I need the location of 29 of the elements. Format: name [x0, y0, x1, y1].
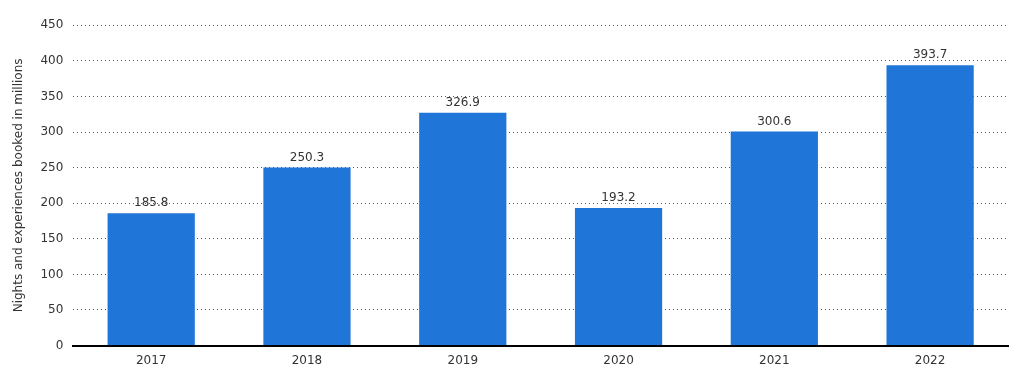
y-tick-label: 50 — [48, 302, 64, 317]
bar — [419, 112, 507, 346]
data-label: 326.9 — [445, 94, 480, 109]
y-tick-label: 450 — [40, 17, 64, 32]
y-tick-label: 350 — [40, 88, 64, 103]
data-label: 300.6 — [757, 113, 792, 128]
x-tick-label: 2021 — [759, 352, 790, 367]
y-tick-label: 0 — [55, 337, 64, 352]
y-tick-label: 300 — [40, 124, 64, 139]
x-tick-label: 2017 — [135, 352, 167, 367]
y-tick-label: 100 — [40, 266, 64, 281]
data-label: 193.2 — [601, 190, 636, 205]
data-label: 185.8 — [134, 195, 169, 210]
y-axis-title: Nights and experiences booked in millions — [11, 58, 26, 313]
data-label: 250.3 — [289, 149, 325, 164]
bar — [107, 213, 195, 346]
bar — [886, 65, 974, 346]
x-tick-label: 2020 — [603, 352, 634, 367]
y-tick-label: 400 — [40, 52, 64, 67]
x-tick-label: 2018 — [291, 352, 323, 367]
y-tick-label: 200 — [40, 195, 64, 210]
y-tick-label: 250 — [40, 159, 64, 174]
bar — [574, 208, 663, 346]
bar — [730, 131, 818, 346]
x-tick-label: 2022 — [914, 352, 946, 367]
data-label: 393.7 — [912, 47, 948, 62]
x-tick-label: 2019 — [447, 352, 479, 367]
y-tick-label: 150 — [40, 230, 64, 245]
bar — [263, 167, 351, 346]
